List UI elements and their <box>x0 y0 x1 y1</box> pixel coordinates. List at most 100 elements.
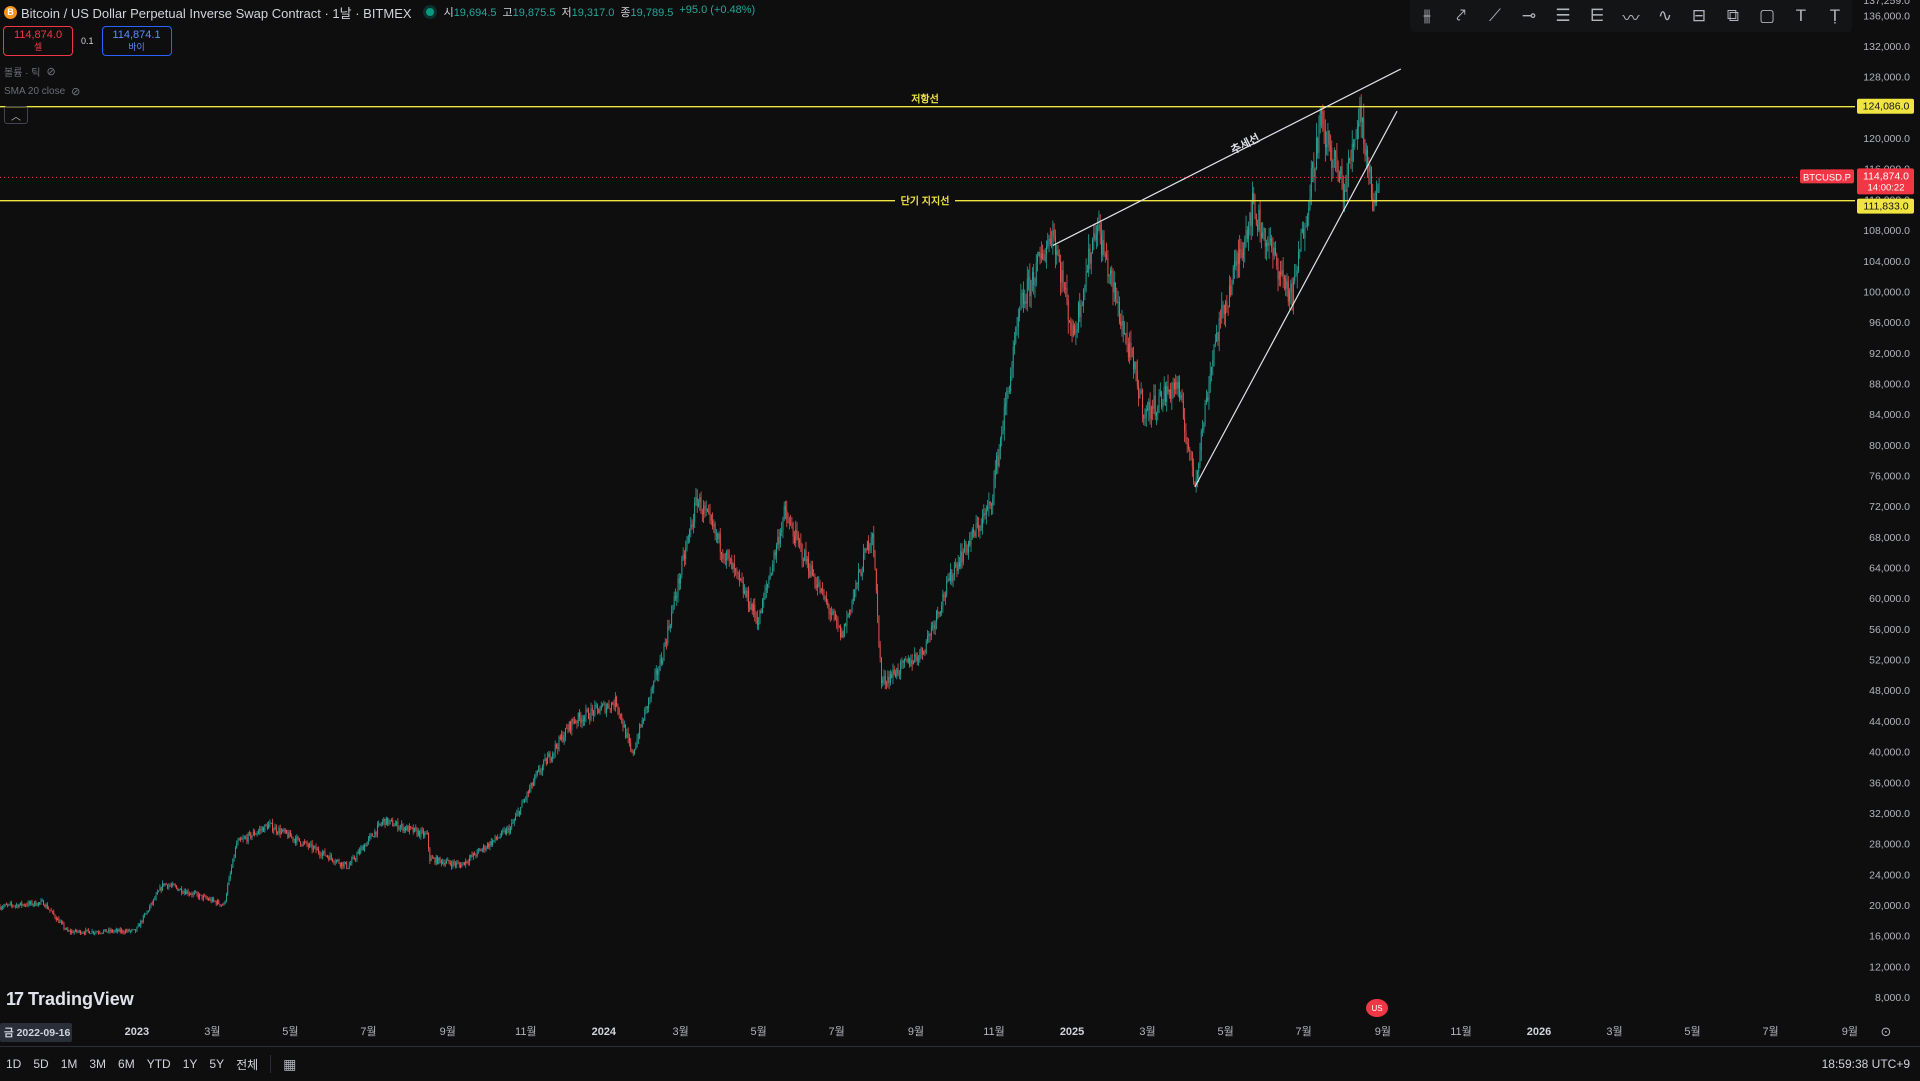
candle-body <box>678 578 679 595</box>
range-1y[interactable]: 1Y <box>177 1057 204 1071</box>
candle-body <box>213 898 214 900</box>
candle-body <box>1115 282 1116 300</box>
candle-body <box>924 651 925 652</box>
price-axis[interactable]: 8,000.012,000.016,000.020,000.024,000.02… <box>1855 0 1920 1046</box>
text-note-icon[interactable]: Ṭ <box>1824 6 1846 26</box>
candle-body <box>1166 386 1167 402</box>
candle-body <box>1000 439 1001 449</box>
rectangle-icon[interactable]: ▢ <box>1756 6 1778 26</box>
range-all[interactable]: 전체 <box>230 1056 264 1073</box>
candle-body <box>1173 383 1174 390</box>
candle-body <box>926 641 927 652</box>
candle-body <box>1293 281 1294 305</box>
candle-body <box>670 626 671 628</box>
bitcoin-icon: B <box>4 6 17 19</box>
clock[interactable]: 18:59:38 UTC+9 <box>1822 1057 1910 1071</box>
candle-body <box>965 541 966 548</box>
candle-body <box>1059 255 1060 262</box>
candle-body <box>502 831 503 832</box>
us-flag-event-icon[interactable]: US <box>1366 999 1388 1017</box>
candle-body <box>781 531 782 532</box>
symbol-title[interactable]: Bitcoin / US Dollar Perpetual Inverse Sw… <box>21 3 412 22</box>
candle-body <box>235 848 236 857</box>
range-1d[interactable]: 1D <box>0 1057 27 1071</box>
candle-body <box>232 859 233 868</box>
candle-body <box>658 670 659 674</box>
candle-body <box>592 709 593 711</box>
candle-body <box>639 725 640 738</box>
candle-body <box>1060 262 1061 282</box>
forecast-icon[interactable]: ⧉ <box>1722 6 1744 26</box>
candle-body <box>157 892 158 894</box>
pattern-icon[interactable]: 〰 <box>1620 4 1642 29</box>
range-6m[interactable]: 6M <box>112 1057 141 1071</box>
long-position-icon[interactable]: ⊟ <box>1688 6 1710 26</box>
fib-icon[interactable]: ⋿ <box>1586 6 1608 26</box>
candles-icon[interactable]: ⫵ <box>1416 6 1438 26</box>
market-status-icon[interactable] <box>426 8 434 16</box>
candle-body <box>1150 402 1151 419</box>
calendar-icon[interactable]: ▦ <box>277 1056 302 1073</box>
candle-body <box>171 886 172 887</box>
volume-indicator[interactable]: 볼륨 · 틱⊘ <box>4 64 56 79</box>
price-chart[interactable]: 8,000.012,000.016,000.020,000.024,000.02… <box>0 0 1920 1046</box>
candle-body <box>1192 452 1193 467</box>
path-icon[interactable]: ⤤ <box>1450 6 1472 26</box>
range-1m[interactable]: 1M <box>55 1057 84 1071</box>
candle-body <box>483 846 484 849</box>
candle-body <box>103 931 104 933</box>
candle-body <box>905 659 906 660</box>
parallel-channel-icon[interactable]: ☰ <box>1552 6 1574 26</box>
order-quantity[interactable]: 0.1 <box>81 36 94 46</box>
eye-hidden-icon[interactable]: ⊘ <box>71 85 80 98</box>
candle-body <box>486 848 487 850</box>
candle-body <box>681 559 682 575</box>
candle-body <box>685 548 686 559</box>
text-icon[interactable]: T <box>1790 6 1812 26</box>
candle-body <box>432 858 433 859</box>
candle-body <box>813 575 814 576</box>
candle-body <box>289 832 290 838</box>
candle-body <box>594 705 595 715</box>
elliott-icon[interactable]: ∿ <box>1654 6 1676 26</box>
lower-trendline[interactable] <box>1195 111 1397 487</box>
candle-body <box>84 933 85 934</box>
candle-body <box>546 758 547 764</box>
candle-body <box>468 862 469 863</box>
candle-body <box>1072 330 1073 336</box>
range-3m[interactable]: 3M <box>83 1057 112 1071</box>
candle-body <box>415 828 416 829</box>
tradingview-logo[interactable]: 17 TradingView <box>6 989 134 1010</box>
candle-body <box>1315 169 1316 178</box>
horizontal-ray-icon[interactable]: ⊸ <box>1518 6 1540 26</box>
candle-body <box>44 905 45 907</box>
range-5d[interactable]: 5D <box>27 1057 54 1071</box>
candle-body <box>1207 397 1208 400</box>
candle-body <box>1370 166 1371 172</box>
candle-body <box>1297 271 1298 275</box>
candle-body <box>1003 430 1004 434</box>
eye-hidden-icon[interactable]: ⊘ <box>47 65 56 78</box>
candle-body <box>1235 261 1236 265</box>
candle-body <box>614 704 615 707</box>
range-5y[interactable]: 5Y <box>203 1057 230 1071</box>
candle-body <box>1361 106 1362 122</box>
candle-body <box>674 596 675 606</box>
candle-body <box>353 857 354 859</box>
trendline-icon[interactable]: ⟋ <box>1484 6 1506 26</box>
candle-body <box>267 825 268 829</box>
candle-body <box>889 677 890 683</box>
range-ytd[interactable]: YTD <box>141 1057 177 1071</box>
candle-body <box>574 721 575 722</box>
candle-body <box>99 933 100 934</box>
collapse-legend-button[interactable]: ︿ <box>4 106 28 124</box>
candle-body <box>1161 391 1162 407</box>
candle-body <box>695 497 696 502</box>
candle-body <box>43 901 44 906</box>
candle-body <box>964 541 965 552</box>
sma-indicator[interactable]: SMA 20 close⊘ <box>4 85 80 98</box>
